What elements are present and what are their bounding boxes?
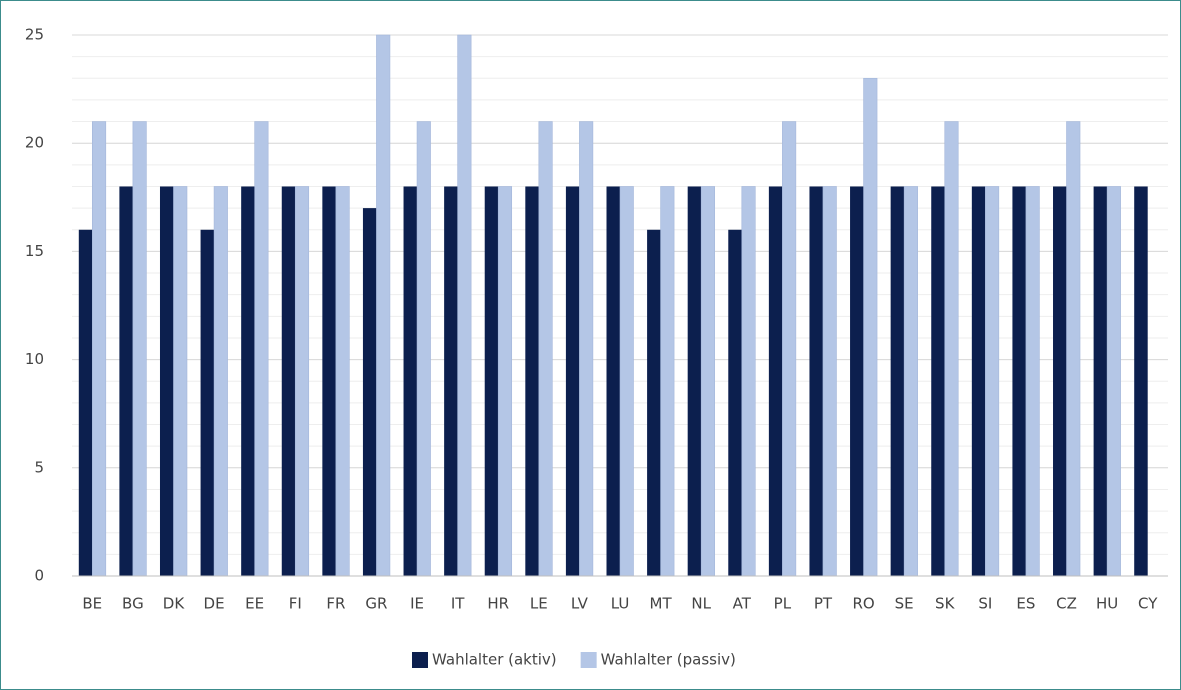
legend-swatch — [412, 652, 428, 668]
bar — [457, 34, 472, 577]
x-tick-label: GR — [365, 595, 387, 613]
bar — [213, 186, 228, 577]
y-tick-label: 0 — [34, 567, 44, 585]
x-tick-label: LU — [611, 595, 630, 613]
bar — [863, 77, 878, 577]
bar — [525, 186, 539, 577]
bar — [1053, 186, 1067, 577]
bar — [903, 186, 918, 577]
bar — [850, 186, 864, 577]
y-tick-label: 20 — [25, 134, 44, 152]
bar — [241, 186, 255, 577]
x-tick-label: EE — [245, 595, 264, 613]
x-tick-label: BE — [82, 595, 102, 613]
bar — [1012, 186, 1026, 577]
bar — [985, 186, 1000, 577]
bar — [159, 186, 174, 577]
bar — [1025, 186, 1040, 577]
bar — [119, 186, 133, 577]
bar — [809, 186, 823, 577]
bar — [322, 186, 336, 577]
bar — [376, 34, 391, 577]
x-tick-label: FR — [326, 595, 345, 613]
x-tick-label: FI — [289, 595, 302, 613]
bar — [335, 186, 350, 577]
x-tick-label: DK — [163, 595, 186, 613]
x-tick-label: LE — [530, 595, 548, 613]
bar — [497, 186, 513, 577]
bar — [294, 186, 310, 577]
bar — [1134, 186, 1148, 577]
bar — [91, 121, 107, 577]
bar — [538, 121, 553, 577]
legend-swatch — [580, 652, 597, 668]
bar — [362, 208, 377, 576]
bar — [484, 186, 499, 577]
x-tick-label: MT — [650, 595, 673, 613]
bar — [619, 186, 634, 577]
x-tick-label: PT — [814, 595, 833, 613]
y-tick-label: 10 — [25, 350, 44, 368]
x-tick-label: BG — [122, 595, 144, 613]
x-tick-label: AT — [733, 595, 752, 613]
bar — [660, 186, 675, 577]
bar — [1093, 186, 1108, 577]
y-tick-label: 15 — [25, 242, 44, 260]
bar — [890, 186, 905, 577]
bar — [132, 121, 147, 577]
bar — [579, 121, 594, 577]
x-tick-label: SI — [978, 595, 992, 613]
bar — [687, 186, 702, 577]
x-tick-label: NL — [691, 595, 711, 613]
y-tick-label: 5 — [34, 458, 44, 476]
bar — [565, 186, 580, 577]
bar — [931, 186, 945, 577]
bar — [200, 229, 215, 576]
x-tick-label: ES — [1016, 595, 1035, 613]
bar — [403, 186, 418, 577]
bar — [606, 186, 620, 577]
bar — [173, 186, 188, 577]
x-tick-label: DE — [204, 595, 225, 613]
x-tick-label: SK — [935, 595, 956, 613]
bar — [741, 186, 756, 577]
bar — [944, 121, 959, 577]
x-tick-label: IT — [451, 595, 465, 613]
bar — [728, 229, 742, 576]
x-tick-label: IE — [410, 595, 424, 613]
x-tick-label: CY — [1138, 595, 1158, 613]
y-tick-label: 25 — [25, 26, 44, 44]
bar — [444, 186, 458, 577]
x-tick-label: HR — [487, 595, 509, 613]
bar — [1106, 186, 1121, 577]
bar — [971, 186, 986, 577]
x-tick-label: SE — [895, 595, 914, 613]
bar — [1066, 121, 1081, 577]
bar — [700, 186, 715, 577]
bar — [768, 186, 783, 577]
bar — [782, 121, 797, 577]
x-tick-label: CZ — [1056, 595, 1077, 613]
bar — [416, 121, 431, 577]
x-tick-label: PL — [774, 595, 792, 613]
bar — [647, 229, 661, 576]
legend-label: Wahlalter (aktiv) — [432, 651, 557, 669]
bar — [281, 186, 296, 577]
legend-label: Wahlalter (passiv) — [601, 651, 736, 669]
bar — [822, 186, 837, 577]
bar — [254, 121, 269, 577]
x-tick-label: RO — [852, 595, 874, 613]
x-tick-label: HU — [1096, 595, 1118, 613]
x-tick-label: LV — [571, 595, 589, 613]
bar — [78, 229, 93, 576]
